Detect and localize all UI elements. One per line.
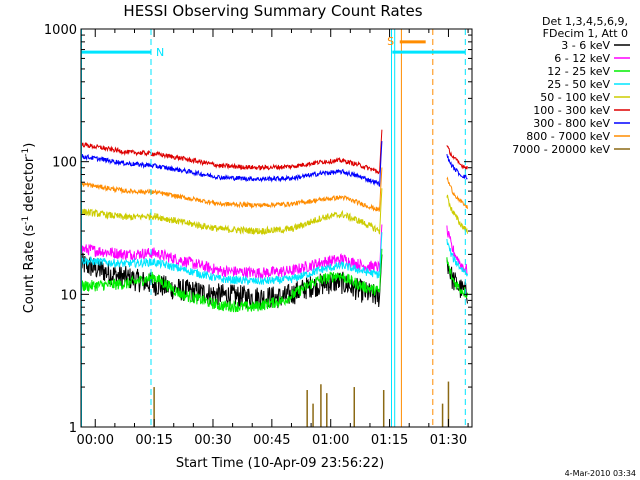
y-tick-label-3: 100: [52, 156, 77, 171]
legend-label-3: 12 - 25 keV: [547, 65, 610, 78]
series-tail-5: [446, 194, 468, 234]
series-tail-2: [446, 225, 468, 275]
legend-header-1: Det 1,3,4,5,6,9,: [542, 15, 628, 28]
x-tick-label-1: 00:00: [77, 433, 114, 448]
legend-label-4: 25 - 50 keV: [547, 78, 610, 91]
y-axis-label-exp2: -1: [21, 148, 31, 157]
x-tick-label-7: 01:30: [430, 433, 467, 448]
x-axis-label: Start Time (10-Apr-09 23:56:22): [176, 456, 384, 471]
timestamp: 4-Mar-2010 03:34: [565, 469, 636, 478]
x-tick-label-2: 00:15: [135, 433, 172, 448]
y-axis-label-main: Count Rate (s: [22, 225, 37, 314]
axis-ticks: 1 10 100 1000 00:00 00:15 00:30 00:45 01:00 01:15…: [44, 23, 472, 448]
y-tick-label-4: 1000: [44, 23, 77, 38]
x-tick-label-6: 01:15: [371, 433, 408, 448]
series-line-5: [81, 188, 383, 236]
legend-label-7: 300 - 800 keV: [533, 117, 610, 130]
y-axis-label-end: ): [22, 143, 37, 148]
series-line-4: [81, 232, 383, 285]
saa-marker-label: S: [387, 35, 394, 48]
legend-label-8: 800 - 7000 keV: [526, 130, 610, 143]
y-axis-label-exp1: -1: [21, 216, 31, 225]
flag-markers: NS: [81, 29, 466, 427]
y-axis-label-mid: detector: [22, 156, 37, 216]
legend-label-9: 7000 - 20000 keV: [512, 143, 610, 156]
series-tail-6: [446, 145, 468, 172]
plot-frame: [80, 28, 473, 428]
legend-label-6: 100 - 300 keV: [533, 104, 610, 117]
y-axis-label: Count Rate (s-1 detector-1): [21, 143, 37, 314]
x-tick-label-5: 01:00: [312, 433, 349, 448]
series-line-2: [81, 224, 383, 280]
x-tick-label-4: 00:45: [253, 433, 290, 448]
legend-label-2: 6 - 12 keV: [554, 52, 610, 65]
series-tail-8: [446, 176, 468, 209]
series-line-6: [81, 129, 383, 175]
legend-label-5: 50 - 100 keV: [540, 91, 610, 104]
series-line-8: [81, 167, 383, 212]
series-tail-1: [446, 258, 468, 304]
x-tick-label-3: 00:30: [194, 433, 231, 448]
night-marker-label: N: [156, 46, 164, 59]
chart-title: HESSI Observing Summary Count Rates: [123, 2, 422, 20]
series-line-3: [81, 248, 383, 313]
plot-area: [81, 129, 468, 427]
y-tick-label-1: 1: [69, 421, 77, 436]
legend-header-2: FDecim 1, Att 0: [543, 27, 628, 40]
legend-label-1: 3 - 6 keV: [561, 39, 610, 52]
series-tail-4: [446, 238, 468, 277]
series-line-7: [81, 141, 383, 187]
y-tick-label-2: 10: [60, 288, 77, 303]
series-tail-7: [446, 154, 468, 180]
legend: Det 1,3,4,5,6,9,FDecim 1, Att 03 - 6 keV…: [512, 15, 630, 156]
